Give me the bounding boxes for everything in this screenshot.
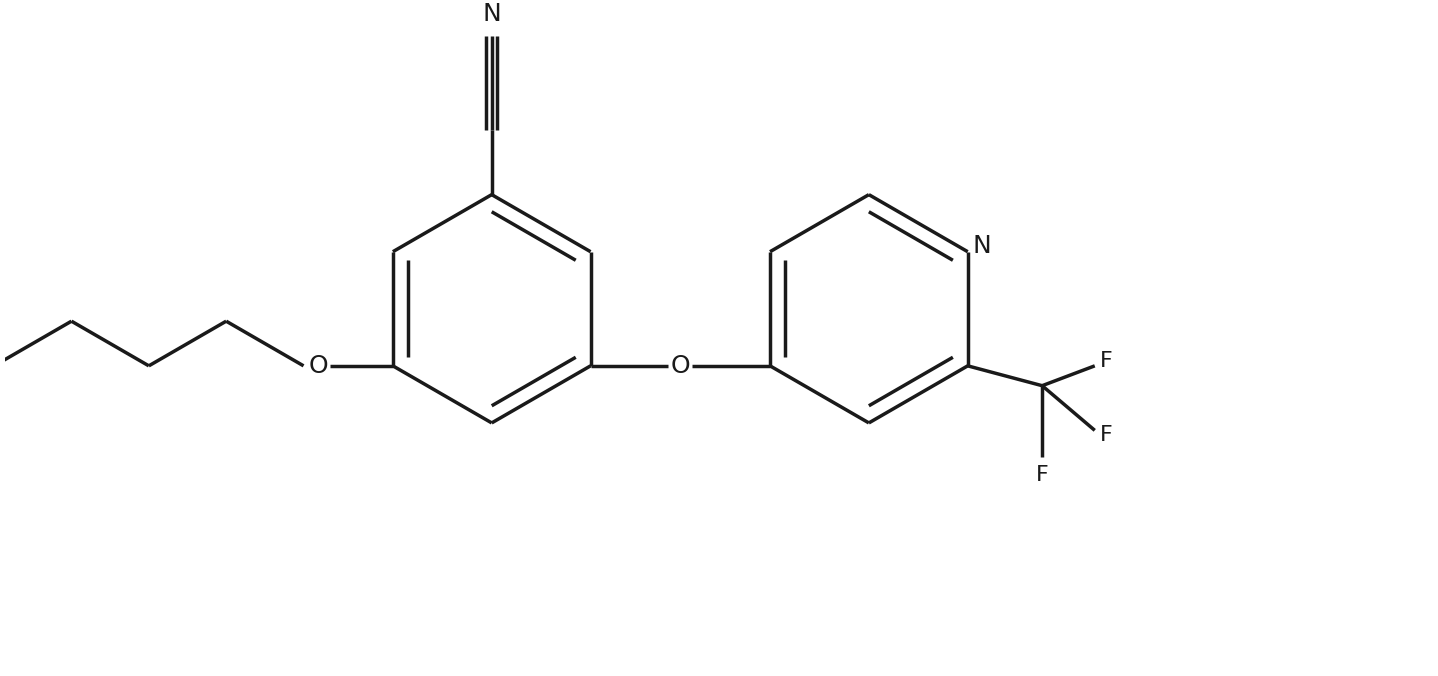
Text: F: F [1100,351,1113,371]
Text: N: N [482,2,500,26]
Text: N: N [972,234,991,258]
Text: O: O [309,354,328,378]
Text: F: F [1035,465,1048,485]
Text: O: O [670,354,690,378]
Text: F: F [1100,425,1113,445]
